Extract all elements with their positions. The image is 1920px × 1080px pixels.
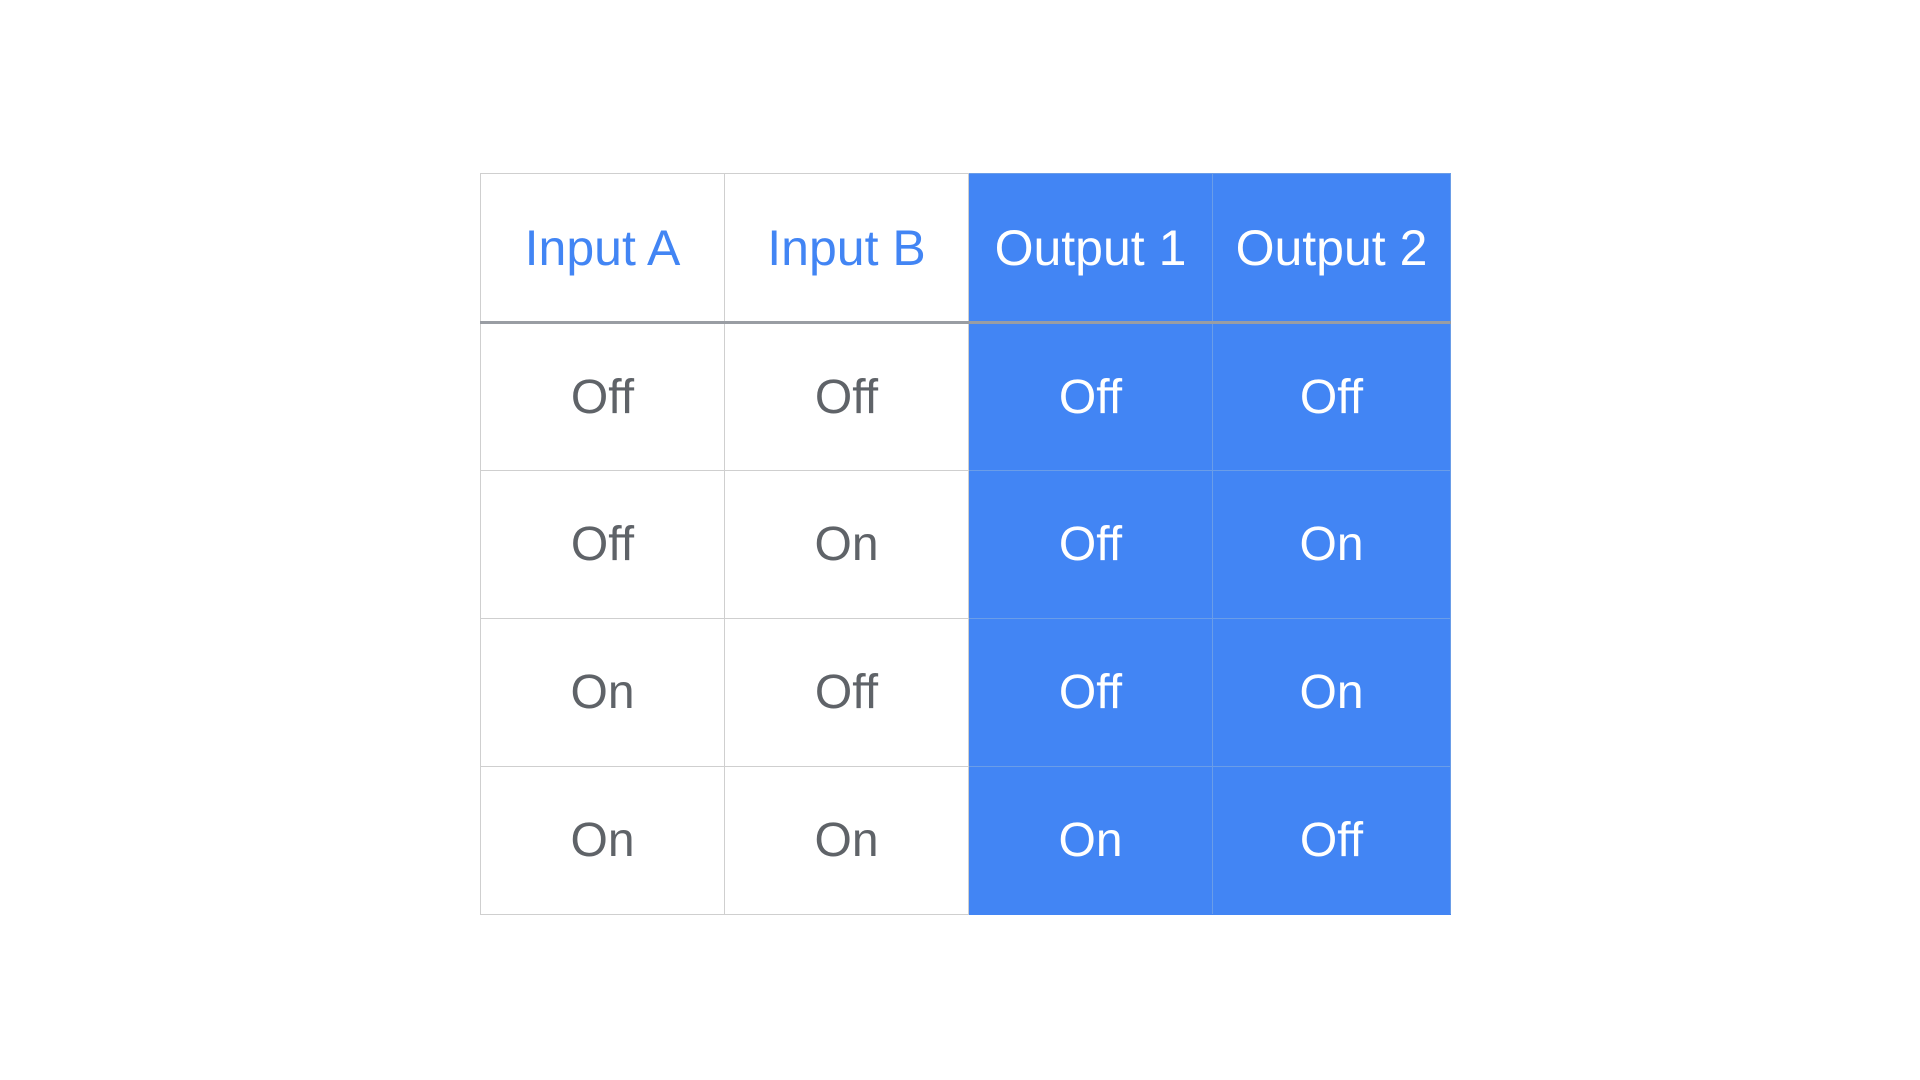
table-row: Off On Off On <box>480 470 1451 619</box>
table-header: Input A Input B Output 1 Output 2 <box>480 173 1451 324</box>
cell-output-2: Off <box>1212 766 1451 915</box>
cell-output-1: Off <box>968 470 1213 619</box>
cell-input-b: On <box>724 766 969 915</box>
cell-input-b: On <box>724 470 969 619</box>
cell-input-a: On <box>480 766 725 915</box>
table-row: Off Off Off Off <box>480 322 1451 471</box>
cell-output-2: On <box>1212 618 1451 767</box>
header-row: Input A Input B Output 1 Output 2 <box>480 173 1451 324</box>
table-body: Off Off Off Off Off On Off On On Off Off… <box>480 322 1451 915</box>
cell-input-a: Off <box>480 322 725 471</box>
cell-input-b: Off <box>724 322 969 471</box>
cell-output-1: On <box>968 766 1213 915</box>
table-row: On On On Off <box>480 766 1451 915</box>
truth-table: Input A Input B Output 1 Output 2 Off Of… <box>480 173 1451 915</box>
cell-input-a: Off <box>480 470 725 619</box>
cell-input-b: Off <box>724 618 969 767</box>
header-input-b: Input B <box>724 173 969 324</box>
table-row: On Off Off On <box>480 618 1451 767</box>
header-output-2: Output 2 <box>1212 173 1451 324</box>
header-input-a: Input A <box>480 173 725 324</box>
cell-output-1: Off <box>968 618 1213 767</box>
cell-input-a: On <box>480 618 725 767</box>
cell-output-2: On <box>1212 470 1451 619</box>
cell-output-2: Off <box>1212 322 1451 471</box>
cell-output-1: Off <box>968 322 1213 471</box>
header-output-1: Output 1 <box>968 173 1213 324</box>
